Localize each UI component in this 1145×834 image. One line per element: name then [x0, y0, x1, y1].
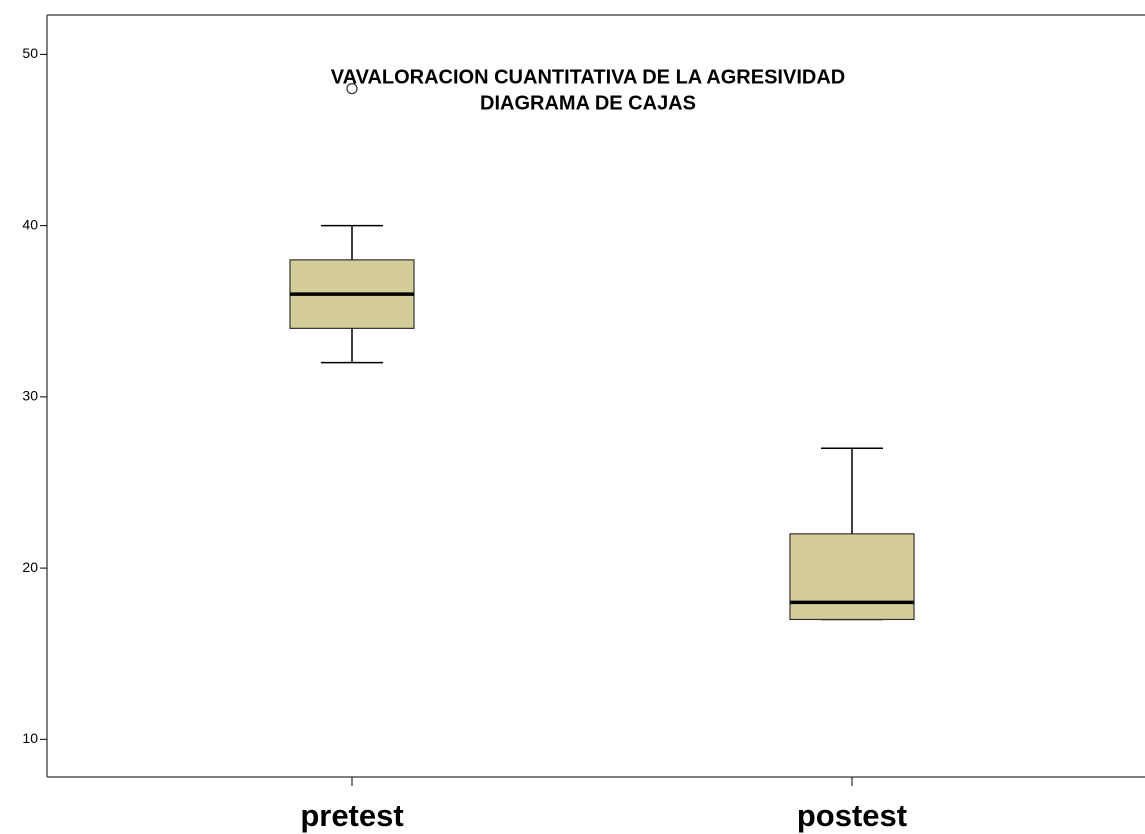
- chart-title: VAVALORACION CUANTITATIVA DE LA AGRESIVI…: [331, 66, 845, 88]
- x-tick-label: pretest: [300, 798, 403, 833]
- y-tick-label: 40: [22, 216, 38, 232]
- x-tick-label: postest: [797, 798, 907, 833]
- y-tick-label: 30: [22, 388, 38, 404]
- outlier: [346, 83, 358, 95]
- y-tick-label: 50: [22, 45, 38, 61]
- box: [789, 533, 915, 621]
- y-tick-label: 20: [22, 559, 38, 575]
- y-tick-label: 10: [22, 730, 38, 746]
- chart-subtitle: DIAGRAMA DE CAJAS: [480, 92, 696, 114]
